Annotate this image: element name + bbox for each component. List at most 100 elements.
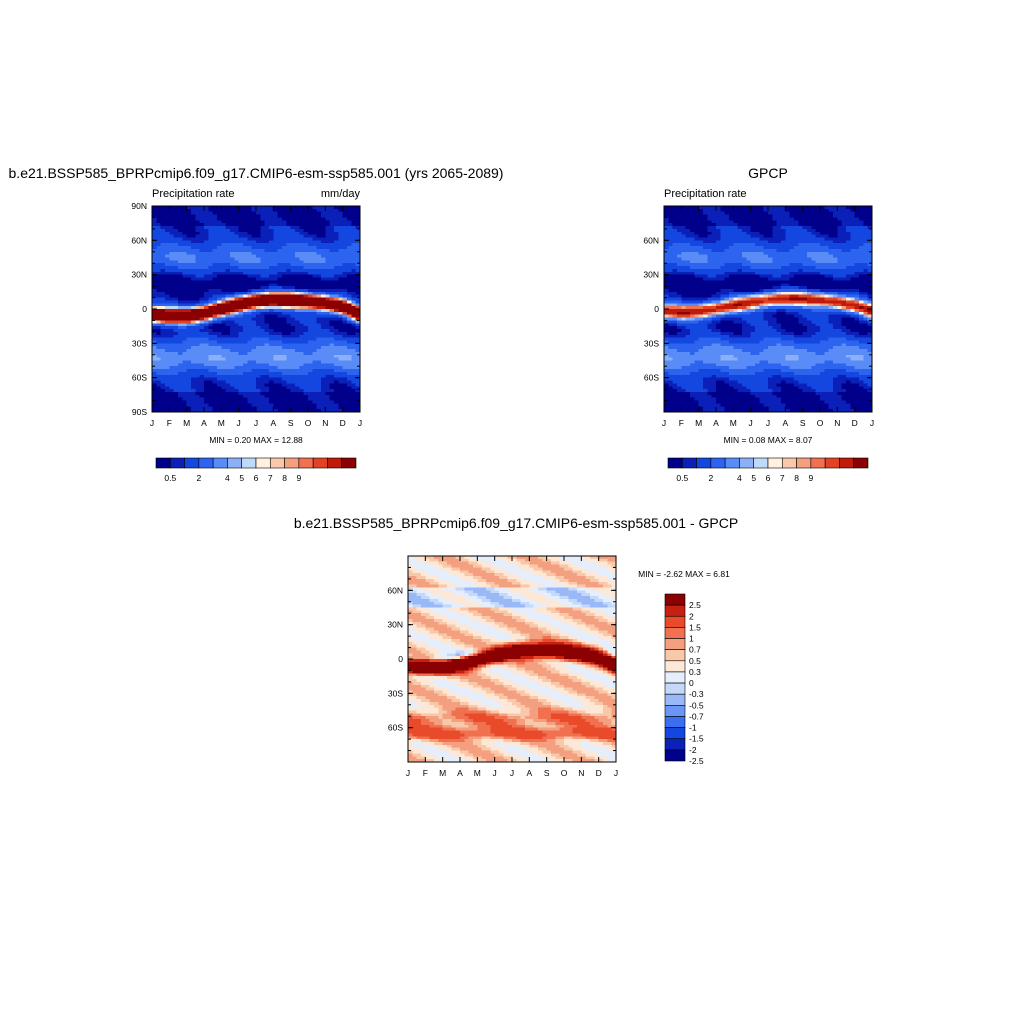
heatmap-cell	[212, 383, 218, 387]
heatmap-cell	[342, 371, 348, 376]
heatmap-cell	[707, 386, 713, 390]
heatmap-cell	[230, 391, 235, 396]
heatmap-cell	[690, 391, 695, 396]
heatmap-cell	[156, 206, 162, 210]
heatmap-cell	[672, 371, 678, 376]
heatmap-cell	[308, 391, 313, 396]
heatmap-cell	[191, 271, 196, 276]
heatmap-cell	[173, 366, 179, 370]
heatmap-cell	[729, 206, 734, 210]
heatmap-cell	[212, 354, 218, 359]
heatmap-cell	[221, 271, 227, 276]
heatmap-cell	[186, 251, 192, 256]
heatmap-cell	[338, 394, 344, 399]
heatmap-cell	[182, 231, 188, 236]
heatmap-cell	[707, 377, 713, 382]
heatmap-cell	[199, 386, 205, 390]
heatmap-cell	[212, 363, 218, 367]
heatmap-cell	[212, 329, 218, 333]
heatmap-cell	[277, 369, 283, 373]
heatmap-cell	[251, 237, 257, 241]
heatmap-cell	[677, 297, 682, 302]
heatmap-cell	[711, 349, 717, 353]
heatmap-cell	[169, 251, 175, 256]
heatmap-cell	[737, 409, 743, 413]
heatmap-cell	[230, 400, 235, 405]
heatmap-cell	[186, 329, 192, 333]
heatmap-cell	[668, 320, 674, 324]
heatmap-cell	[269, 386, 274, 390]
heatmap-cell	[325, 334, 331, 339]
heatmap-cell	[152, 220, 157, 224]
heatmap-cell	[681, 334, 687, 339]
heatmap-cell	[334, 268, 339, 273]
heatmap-cell	[677, 243, 682, 247]
heatmap-cell	[152, 217, 157, 221]
heatmap-cell	[178, 254, 183, 259]
heatmap-cell	[282, 303, 287, 307]
heatmap-cell	[724, 314, 730, 319]
heatmap-cell	[303, 223, 309, 227]
heatmap-cell	[707, 360, 713, 364]
heatmap-cell	[312, 357, 318, 362]
heatmap-cell	[191, 294, 196, 299]
heatmap-cell	[321, 254, 326, 259]
heatmap-cell	[221, 311, 227, 316]
heatmap-cell	[264, 220, 270, 224]
heatmap-cell	[724, 346, 730, 350]
heatmap-cell	[733, 349, 739, 353]
heatmap-cell	[234, 323, 240, 327]
heatmap-cell	[698, 300, 704, 304]
heatmap-cell	[160, 363, 166, 367]
heatmap-cell	[282, 277, 287, 281]
heatmap-cell	[186, 260, 192, 264]
heatmap-cell	[238, 237, 244, 241]
heatmap-cell	[672, 297, 678, 302]
heatmap-cell	[199, 363, 205, 367]
heatmap-cell	[325, 406, 331, 410]
heatmap-cell	[247, 369, 253, 373]
heatmap-cell	[729, 311, 734, 316]
heatmap-cell	[277, 363, 283, 367]
heatmap-cell	[290, 331, 296, 336]
heatmap-cell	[737, 234, 743, 239]
heatmap-cell	[152, 403, 157, 407]
heatmap-cell	[729, 251, 734, 256]
heatmap-cell	[173, 228, 179, 233]
heatmap-cell	[685, 320, 691, 324]
heatmap-cell	[694, 274, 700, 279]
heatmap-cell	[338, 397, 344, 402]
heatmap-cell	[677, 220, 682, 224]
heatmap-cell	[277, 351, 283, 356]
heatmap-cell	[316, 246, 322, 250]
heatmap-cell	[186, 266, 192, 270]
heatmap-cell	[247, 286, 253, 290]
heatmap-cell	[225, 277, 231, 281]
heatmap-cell	[256, 226, 261, 230]
heatmap-cell	[234, 246, 240, 250]
heatmap-cell	[295, 380, 300, 384]
heatmap-cell	[742, 360, 747, 364]
heatmap-cell	[685, 286, 691, 290]
heatmap-cell	[355, 303, 361, 307]
heatmap-cell	[273, 394, 279, 399]
heatmap-cell	[316, 297, 322, 302]
heatmap-cell	[716, 214, 721, 219]
heatmap-cell	[238, 306, 244, 310]
heatmap-cell	[729, 326, 734, 330]
heatmap-cell	[685, 257, 691, 261]
heatmap-cell	[321, 340, 326, 344]
heatmap-cell	[711, 206, 717, 210]
heatmap-cell	[260, 246, 266, 250]
heatmap-cell	[238, 291, 244, 296]
heatmap-cell	[664, 334, 669, 339]
heatmap-cell	[282, 340, 287, 344]
heatmap-cell	[703, 357, 708, 362]
heatmap-cell	[230, 340, 235, 344]
heatmap-cell	[303, 226, 309, 230]
heatmap-cell	[672, 337, 678, 342]
heatmap-cell	[260, 300, 266, 304]
heatmap-cell	[247, 331, 253, 336]
heatmap-cell	[703, 263, 708, 267]
heatmap-cell	[668, 343, 674, 347]
